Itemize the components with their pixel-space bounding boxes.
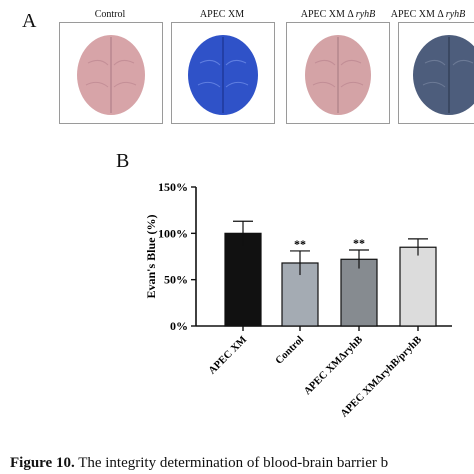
y-tick-label: 100%: [158, 226, 188, 240]
significance-marker: **: [294, 237, 306, 251]
brain-caption-apec-xm-ryhb-complement: APEC XM Δ ryhB: [390, 9, 466, 20]
bar: [281, 262, 319, 327]
brain-image-apec-xm-ryhb-complement: [398, 22, 474, 124]
y-tick-label: 0%: [170, 319, 188, 333]
brain-caption-apec-xm: APEC XM: [199, 9, 245, 20]
panel-a-letter: A: [22, 10, 37, 32]
panel-b-letter: B: [116, 150, 130, 172]
y-axis-title: Evan's Blue (%): [144, 214, 158, 298]
category-label: APEC XMΔryhB: [302, 334, 365, 397]
category-label: Control: [274, 334, 306, 366]
brain-image-apec-xm: [171, 22, 275, 124]
y-tick-label: 50%: [164, 273, 188, 287]
category-label: APEC XM: [207, 334, 249, 376]
brain-image-control: [59, 22, 163, 124]
y-tick-label: 150%: [158, 180, 188, 194]
bar: [224, 232, 262, 327]
figure-caption: Figure 10. The integrity determination o…: [10, 455, 389, 471]
significance-marker: **: [353, 236, 365, 250]
brain-image-apec-xm-ryhb: [286, 22, 390, 124]
brain-caption-apec-xm-ryhb: APEC XM Δ ryhB: [300, 9, 376, 20]
bar: [340, 258, 378, 327]
evans-blue-bar-chart: 0% 50% 100% 150% Evan's Blue (%) APEC XM ** Con…: [144, 180, 452, 420]
bar: [399, 246, 437, 327]
brain-caption-control: Control: [94, 9, 126, 20]
